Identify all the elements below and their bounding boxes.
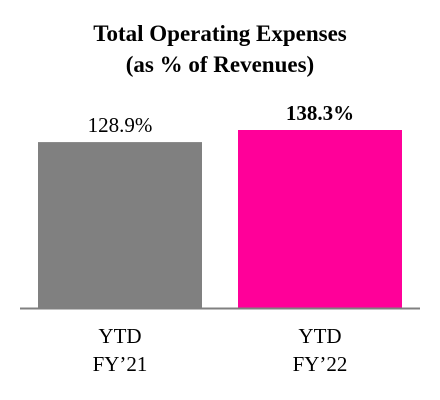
x-category-label-line: YTD xyxy=(98,324,142,348)
x-category-label-line: YTD xyxy=(298,324,342,348)
x-category-label: YTD FY’21 xyxy=(38,322,202,378)
bar-value-label: 138.3% xyxy=(286,101,354,125)
bar xyxy=(238,130,402,308)
chart-title-line-2: (as % of Revenues) xyxy=(125,52,315,77)
x-category-label: YTD FY’22 xyxy=(238,322,402,378)
bar xyxy=(38,142,202,308)
x-category-label-line: FY’22 xyxy=(292,352,348,376)
chart-title-line-1: Total Operating Expenses xyxy=(93,21,347,46)
x-category-label-line: FY’21 xyxy=(92,352,148,376)
bar-value-label: 128.9% xyxy=(88,113,153,137)
